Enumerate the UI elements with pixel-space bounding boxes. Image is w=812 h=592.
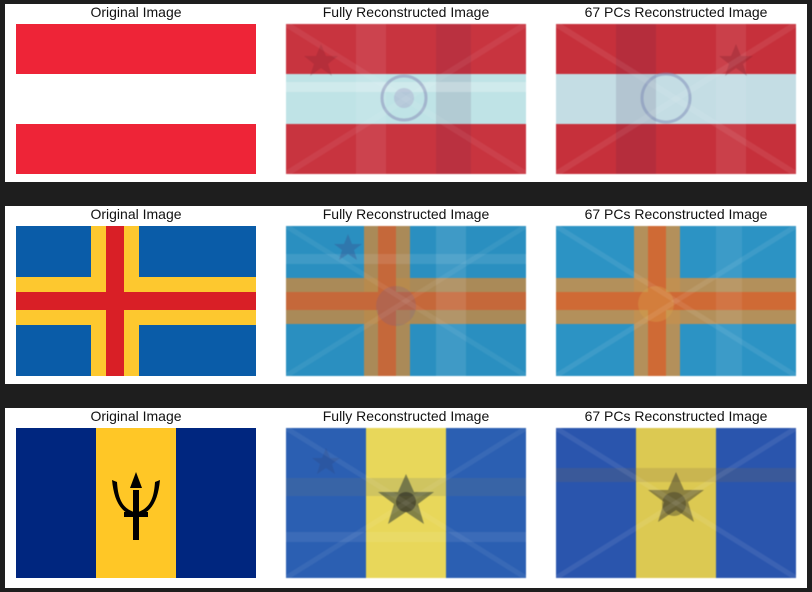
flag-67pc-reconstruction-barbados bbox=[556, 428, 796, 578]
title-full-reconstruction: Fully Reconstructed Image bbox=[322, 408, 490, 424]
title-original: Original Image bbox=[90, 206, 182, 222]
title-full-reconstruction: Fully Reconstructed Image bbox=[322, 206, 490, 222]
row-austria: Original Image Fully Reconstructed Image… bbox=[5, 4, 807, 182]
row-aland: Original Image Fully Reconstructed Image… bbox=[5, 206, 807, 384]
flag-full-reconstruction-aland bbox=[286, 226, 526, 376]
flag-original-barbados bbox=[16, 428, 256, 578]
title-67pc-reconstruction: 67 PCs Reconstructed Image bbox=[584, 206, 768, 222]
title-original: Original Image bbox=[90, 4, 182, 20]
flag-67pc-reconstruction-aland bbox=[556, 226, 796, 376]
flag-full-reconstruction-austria bbox=[286, 24, 526, 174]
trident-icon bbox=[112, 472, 160, 540]
title-67pc-reconstruction: 67 PCs Reconstructed Image bbox=[584, 4, 768, 20]
title-67pc-reconstruction: 67 PCs Reconstructed Image bbox=[584, 408, 768, 424]
title-full-reconstruction: Fully Reconstructed Image bbox=[322, 4, 490, 20]
title-original: Original Image bbox=[90, 408, 182, 424]
flag-67pc-reconstruction-austria bbox=[556, 24, 796, 174]
flag-full-reconstruction-barbados bbox=[286, 428, 526, 578]
flag-original-aland bbox=[16, 226, 256, 376]
flag-original-austria bbox=[16, 24, 256, 174]
row-barbados: Original Image Fully Reconstructed Image… bbox=[5, 408, 807, 588]
